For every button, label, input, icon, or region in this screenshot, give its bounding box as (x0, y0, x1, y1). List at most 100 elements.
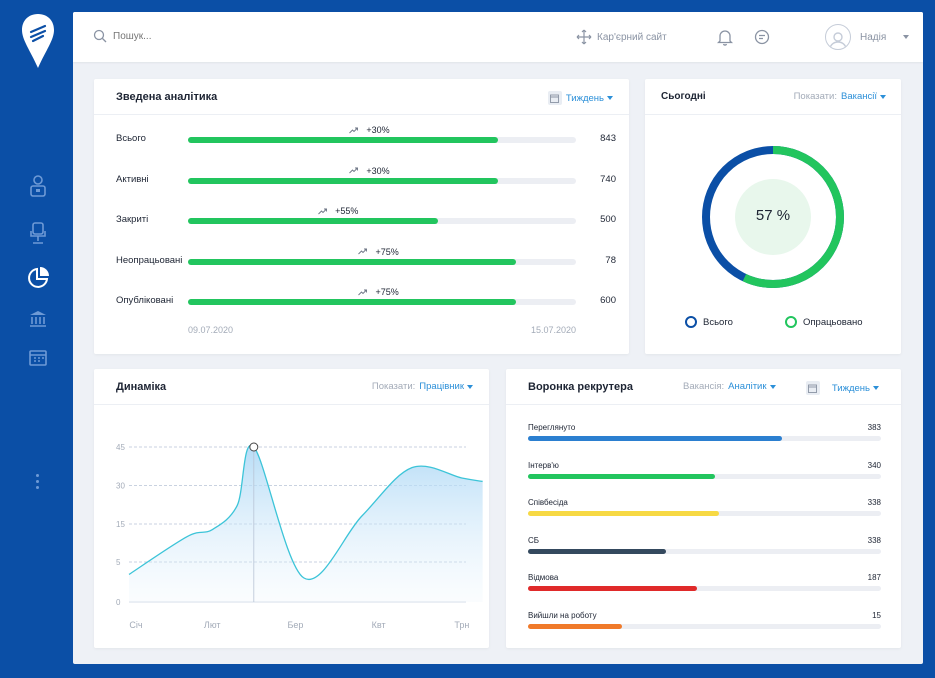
funnel-item-label: Відмова (528, 573, 559, 582)
show-filter: Показати: Працівник (372, 381, 473, 392)
summary-progress-fill (188, 177, 499, 184)
funnel-progress-track (528, 586, 881, 591)
funnel-progress-fill (528, 511, 719, 516)
funnel-progress-track (528, 548, 881, 554)
summary-row-value: 600 (600, 295, 616, 306)
summary-row-value: 78 (605, 254, 616, 266)
funnel-progress-fill (528, 623, 622, 629)
trend-up-icon (349, 167, 359, 174)
highlight-point[interactable] (249, 442, 259, 452)
funnel-progress-fill (528, 548, 666, 554)
trend-value: +75% (375, 246, 399, 257)
x-tick-label: Трн (454, 620, 469, 630)
funnel-item-value: 338 (867, 535, 881, 545)
summary-row-label: Всього (116, 133, 146, 144)
sidebar (0, 0, 73, 678)
funnel-item-label: Вийшли на роботу (528, 610, 597, 620)
funnel-item-label: Переглянуто (528, 423, 576, 432)
card-title: Сьогодні (661, 91, 706, 102)
y-tick-label: 0 (116, 598, 121, 607)
show-dropdown[interactable]: Працівник (419, 381, 473, 392)
x-tick-label: Січ (129, 620, 142, 630)
show-label: Показати: (371, 381, 416, 392)
trend-value: +75% (375, 287, 399, 297)
summary-row-label: Закриті (116, 214, 149, 225)
trend-indicator: +55% (318, 206, 358, 216)
legend-ring-icon (785, 316, 797, 328)
calendar-icon[interactable] (26, 346, 50, 370)
period-dropdown[interactable]: Тиждень (566, 93, 613, 104)
messages-icon[interactable] (754, 29, 770, 50)
show-label: Показати: (793, 91, 837, 102)
funnel-item-label: СБ (528, 535, 540, 545)
summary-progress-track (188, 299, 576, 305)
funnel-progress-track (528, 436, 881, 441)
legend-processed: Опрацьовано (785, 316, 863, 328)
trend-indicator: +75% (358, 246, 399, 257)
vacancy-filter: Вакансія: Аналітик (683, 381, 776, 392)
trend-indicator: +30% (349, 165, 390, 176)
candidate-icon[interactable] (26, 174, 50, 198)
period-filter[interactable]: Тиждень (547, 91, 613, 105)
career-site-link[interactable]: Кар'єрний сайт (576, 29, 667, 45)
period-dropdown[interactable]: Тиждень (832, 383, 879, 394)
main-content: Кар'єрний сайт Надія Зведена аналітика Т… (73, 12, 923, 664)
card-title: Динаміка (116, 381, 167, 393)
more-menu-icon[interactable] (36, 474, 40, 492)
avatar (825, 24, 851, 50)
show-filter: Показати: Вакансії (794, 91, 886, 102)
search-input[interactable] (113, 30, 263, 42)
user-menu[interactable]: Надія (825, 24, 910, 50)
vacancy-label: Вакансія: (683, 381, 725, 392)
career-site-label: Кар'єрний сайт (597, 31, 667, 43)
bank-icon[interactable] (26, 307, 50, 331)
y-tick-label: 30 (116, 482, 125, 491)
summary-progress-track (188, 177, 576, 184)
trend-value: +30% (366, 125, 390, 135)
summary-row-value: 740 (600, 173, 616, 185)
funnel-item-value: 340 (867, 460, 881, 470)
percent-label: 57 % (755, 207, 791, 224)
summary-analytics-card: Зведена аналітика Тиждень +30% Всього 84… (94, 79, 629, 354)
funnel-item-label: Інтерв'ю (528, 460, 559, 470)
summary-progress-fill (188, 258, 516, 265)
trend-indicator: +75% (358, 287, 399, 297)
legend-ring-icon (685, 316, 697, 328)
vacancy-dropdown[interactable]: Аналітик (728, 381, 776, 392)
today-card: Сьогодні Показати: Вакансії 57 % Всього … (645, 79, 901, 354)
y-tick-label: 15 (116, 520, 125, 529)
show-dropdown[interactable]: Вакансії (841, 91, 886, 102)
donut-processed-arc (702, 146, 844, 288)
calendar-icon (805, 381, 820, 395)
chevron-down-icon (903, 35, 910, 39)
search-box (93, 29, 263, 43)
x-tick-label: Квт (372, 620, 386, 630)
chevron-down-icon (769, 384, 776, 389)
notifications-bell-icon[interactable] (716, 28, 734, 51)
donut-center (735, 179, 811, 255)
user-name: Надія (860, 31, 887, 43)
date-start: 09.07.2020 (188, 325, 234, 335)
chevron-down-icon (467, 384, 473, 389)
period-filter[interactable]: Тиждень (805, 381, 879, 395)
topbar: Кар'єрний сайт Надія (73, 12, 923, 62)
funnel-item-value: 15 (872, 610, 881, 620)
y-tick-label: 45 (116, 443, 125, 452)
summary-row-label: Опубліковані (116, 295, 174, 306)
funnel-progress-track (528, 473, 881, 479)
funnel-progress-fill (528, 473, 716, 479)
trend-indicator: +30% (349, 125, 390, 135)
card-title: Зведена аналітика (116, 91, 218, 103)
card-header: Воронка рекрутера Вакансія: Аналітик Тиж… (506, 369, 901, 405)
x-tick-label: Бер (287, 620, 303, 630)
trend-value: +30% (366, 165, 390, 176)
funnel-progress-fill (528, 436, 783, 441)
move-arrows-icon (576, 29, 592, 45)
office-chair-icon[interactable] (26, 221, 50, 245)
calendar-icon (547, 91, 562, 105)
y-tick-label: 5 (116, 558, 121, 567)
card-header: Зведена аналітика Тиждень (94, 79, 629, 115)
analytics-pie-icon[interactable] (26, 266, 50, 290)
card-title: Воронка рекрутера (528, 381, 633, 393)
area-fill (129, 445, 483, 602)
